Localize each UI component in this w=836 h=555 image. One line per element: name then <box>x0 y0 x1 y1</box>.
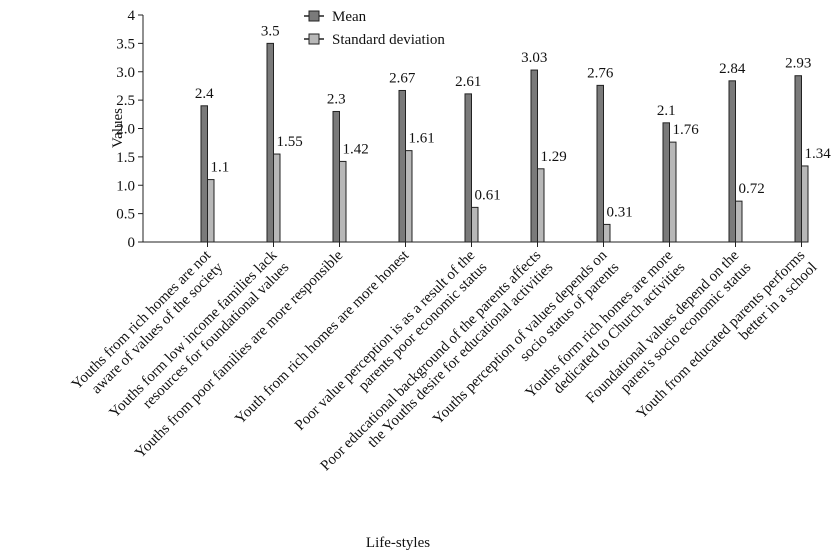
bar-sd <box>405 150 413 243</box>
bar-sd <box>801 165 809 243</box>
data-label-mean: 2.61 <box>455 74 481 90</box>
y-tick-label: 1.0 <box>116 178 135 194</box>
data-label-sd: 1.34 <box>805 146 832 162</box>
legend-label: Mean <box>332 9 367 25</box>
data-label-sd: 1.55 <box>277 134 303 150</box>
data-label-sd: 1.1 <box>211 160 230 176</box>
bar-mean <box>200 105 208 243</box>
category-label-line: Youths from rich homes are not <box>69 247 215 393</box>
y-tick-label: 0.5 <box>116 207 135 223</box>
bar-sd <box>207 179 215 243</box>
bar-sd <box>339 160 347 243</box>
data-label-sd: 1.61 <box>409 131 435 147</box>
data-label-sd: 1.76 <box>673 122 700 138</box>
legend-item: Standard deviation <box>304 32 445 48</box>
legend-item: Mean <box>304 9 367 25</box>
data-label-mean: 2.67 <box>389 70 416 86</box>
legend-swatch <box>308 10 320 22</box>
y-tick-label: 3.5 <box>116 36 135 52</box>
category-label-line: Poor educational background of the paren… <box>318 247 545 474</box>
data-label-sd: 1.29 <box>541 149 567 165</box>
data-label-sd: 0.31 <box>607 204 633 220</box>
y-tick-label: 0 <box>128 235 136 251</box>
data-label-mean: 2.93 <box>785 56 811 72</box>
legend-swatch <box>308 33 320 45</box>
y-tick-label: 1.5 <box>116 150 135 166</box>
bar-mean <box>266 42 274 243</box>
bar-mean <box>794 75 802 243</box>
bar-mean <box>662 122 670 243</box>
bar-mean <box>398 89 406 243</box>
data-labels: 2.4 1.1 3.5 1.55 2.3 1.42 2.67 1.61 2.61 0.61 3.03… <box>195 23 831 220</box>
data-label-mean: 3.5 <box>261 23 280 39</box>
bar-sd <box>273 153 281 243</box>
bar-mean <box>728 80 736 243</box>
bar-sd <box>603 223 611 243</box>
x-axis-title: Life-styles <box>366 535 430 551</box>
data-label-sd: 0.61 <box>475 187 501 203</box>
data-label-mean: 2.3 <box>327 91 346 107</box>
data-label-mean: 3.03 <box>521 50 547 66</box>
data-label-mean: 2.1 <box>657 103 676 119</box>
legend: Mean Standard deviation <box>304 9 445 48</box>
x-axis <box>143 241 807 247</box>
data-label-mean: 2.84 <box>719 61 746 77</box>
bar-sd <box>471 206 479 243</box>
y-tick-label: 3.0 <box>116 65 135 81</box>
y-tick-label: 2.5 <box>116 93 135 109</box>
category-labels: Youths from rich homes are notaware of v… <box>69 247 820 474</box>
data-label-mean: 2.76 <box>587 65 614 81</box>
bar-mean <box>596 84 604 243</box>
bar-sd <box>669 141 677 243</box>
data-label-sd: 0.72 <box>739 181 765 197</box>
bar-mean <box>332 110 340 243</box>
bar-mean <box>530 69 538 243</box>
bar-sd <box>537 168 545 243</box>
y-axis: 0 0.5 1.0 1.5 2.0 2.5 3.0 3.5 4 <box>116 8 144 251</box>
legend-label: Standard deviation <box>332 32 445 48</box>
bar-sd <box>735 200 743 243</box>
y-tick-label: 2.0 <box>116 122 135 138</box>
y-axis-title: Values <box>110 108 126 148</box>
data-label-sd: 1.42 <box>343 141 369 157</box>
y-tick-label: 4 <box>128 8 136 24</box>
bar-mean <box>464 93 472 243</box>
data-label-mean: 2.4 <box>195 86 214 102</box>
